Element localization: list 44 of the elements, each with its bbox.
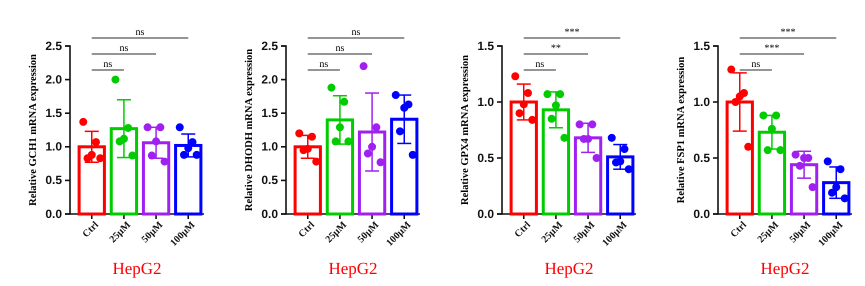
x-axis-title: HepG2	[544, 259, 594, 278]
y-tick-label: 0.0	[261, 206, 278, 221]
y-tick-label: 1.5	[261, 106, 278, 120]
y-tick-label: 1.0	[693, 94, 710, 109]
y-tick-label: 0.0	[693, 206, 710, 221]
text: ns	[352, 27, 361, 38]
y-tick-label: 1.5	[45, 106, 62, 120]
y-tick-label: 0.5	[477, 150, 494, 165]
y-tick-label: 1.0	[45, 140, 62, 154]
annotation: **	[550, 43, 561, 54]
annotation: ns	[119, 43, 128, 54]
y-tick-label: 0.5	[693, 150, 710, 165]
y-tick-label: 2.0	[45, 72, 62, 86]
text: ***	[780, 27, 796, 38]
y-axis-title: Relative FSP1 mRNA expression	[676, 56, 687, 204]
x-axis-title: HepG2	[328, 259, 378, 278]
y-tick-label: 2.0	[261, 72, 278, 86]
annotation: ns	[335, 43, 344, 54]
annotation: ns	[319, 59, 328, 70]
text: ***	[564, 27, 580, 38]
y-tick-label: 1.0	[477, 94, 494, 109]
y-tick-label: 0.5	[261, 173, 278, 188]
x-tick-label: Ctrl	[80, 220, 102, 240]
x-axis-title: HepG2	[112, 259, 162, 278]
y-tick-label: 2.5	[261, 38, 278, 53]
y-tick-label: 1.5	[477, 38, 494, 53]
y-tick-label: 0.0	[45, 206, 62, 221]
annotation: ns	[103, 59, 112, 70]
annotation: ***	[764, 43, 780, 54]
y-tick-label: 0.5	[45, 173, 62, 188]
y-axis-title: Relative DHODH mRNA expression	[244, 48, 255, 212]
x-tick-label: Ctrl	[512, 220, 534, 240]
y-tick-label: 1.5	[693, 38, 710, 53]
annotation: ns	[751, 59, 760, 70]
y-tick-label: 1.0	[261, 140, 278, 154]
x-tick-label: Ctrl	[296, 220, 318, 240]
x-axis-title: HepG2	[760, 259, 810, 278]
y-axis-title: Relative GCH1 mRNA expression	[28, 54, 39, 206]
y-tick-label: 2.5	[45, 38, 62, 53]
x-tick-label: Ctrl	[728, 220, 750, 240]
y-tick-label: 0.0	[477, 206, 494, 221]
text: ns	[136, 27, 145, 38]
y-axis-title: Relative GPX4 mRNA expression	[460, 54, 471, 205]
annotation: ns	[535, 59, 544, 70]
